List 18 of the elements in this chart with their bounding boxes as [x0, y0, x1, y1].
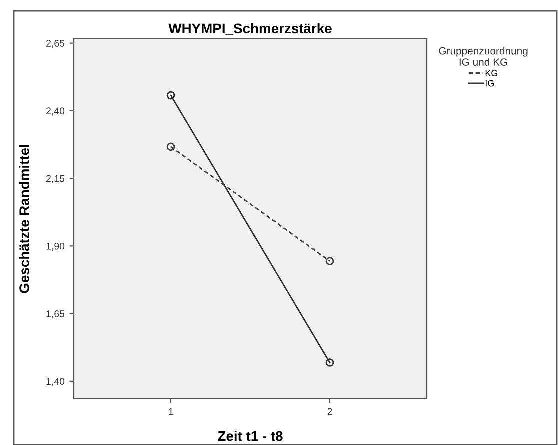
x-axis-title: Zeit t1 - t8: [218, 430, 283, 442]
y-tick-label: 1,40: [46, 378, 65, 386]
x-tick-label: 1: [169, 408, 174, 416]
x-tick-label: 2: [328, 408, 332, 416]
point: [166, 142, 176, 152]
y-tick-label: 1,90: [46, 242, 65, 251]
point: [166, 91, 176, 100]
y-tick-label: 1,65: [46, 310, 65, 319]
point: [326, 358, 334, 367]
legend-title: Gruppenzuordnung IG und KG: [439, 47, 528, 66]
y-tick-label: 2,65: [46, 40, 65, 48]
y-axis-title: Geschätzte Randmittel: [19, 145, 30, 294]
legend-label: KG: [486, 70, 498, 76]
y-tick-label: 2,40: [46, 108, 65, 116]
y-tick-label: 2,15: [46, 175, 65, 184]
legend-label: IG: [486, 80, 494, 87]
point: [326, 257, 334, 266]
chart-title: WHYMPI_Schmerzstärke: [168, 23, 332, 36]
